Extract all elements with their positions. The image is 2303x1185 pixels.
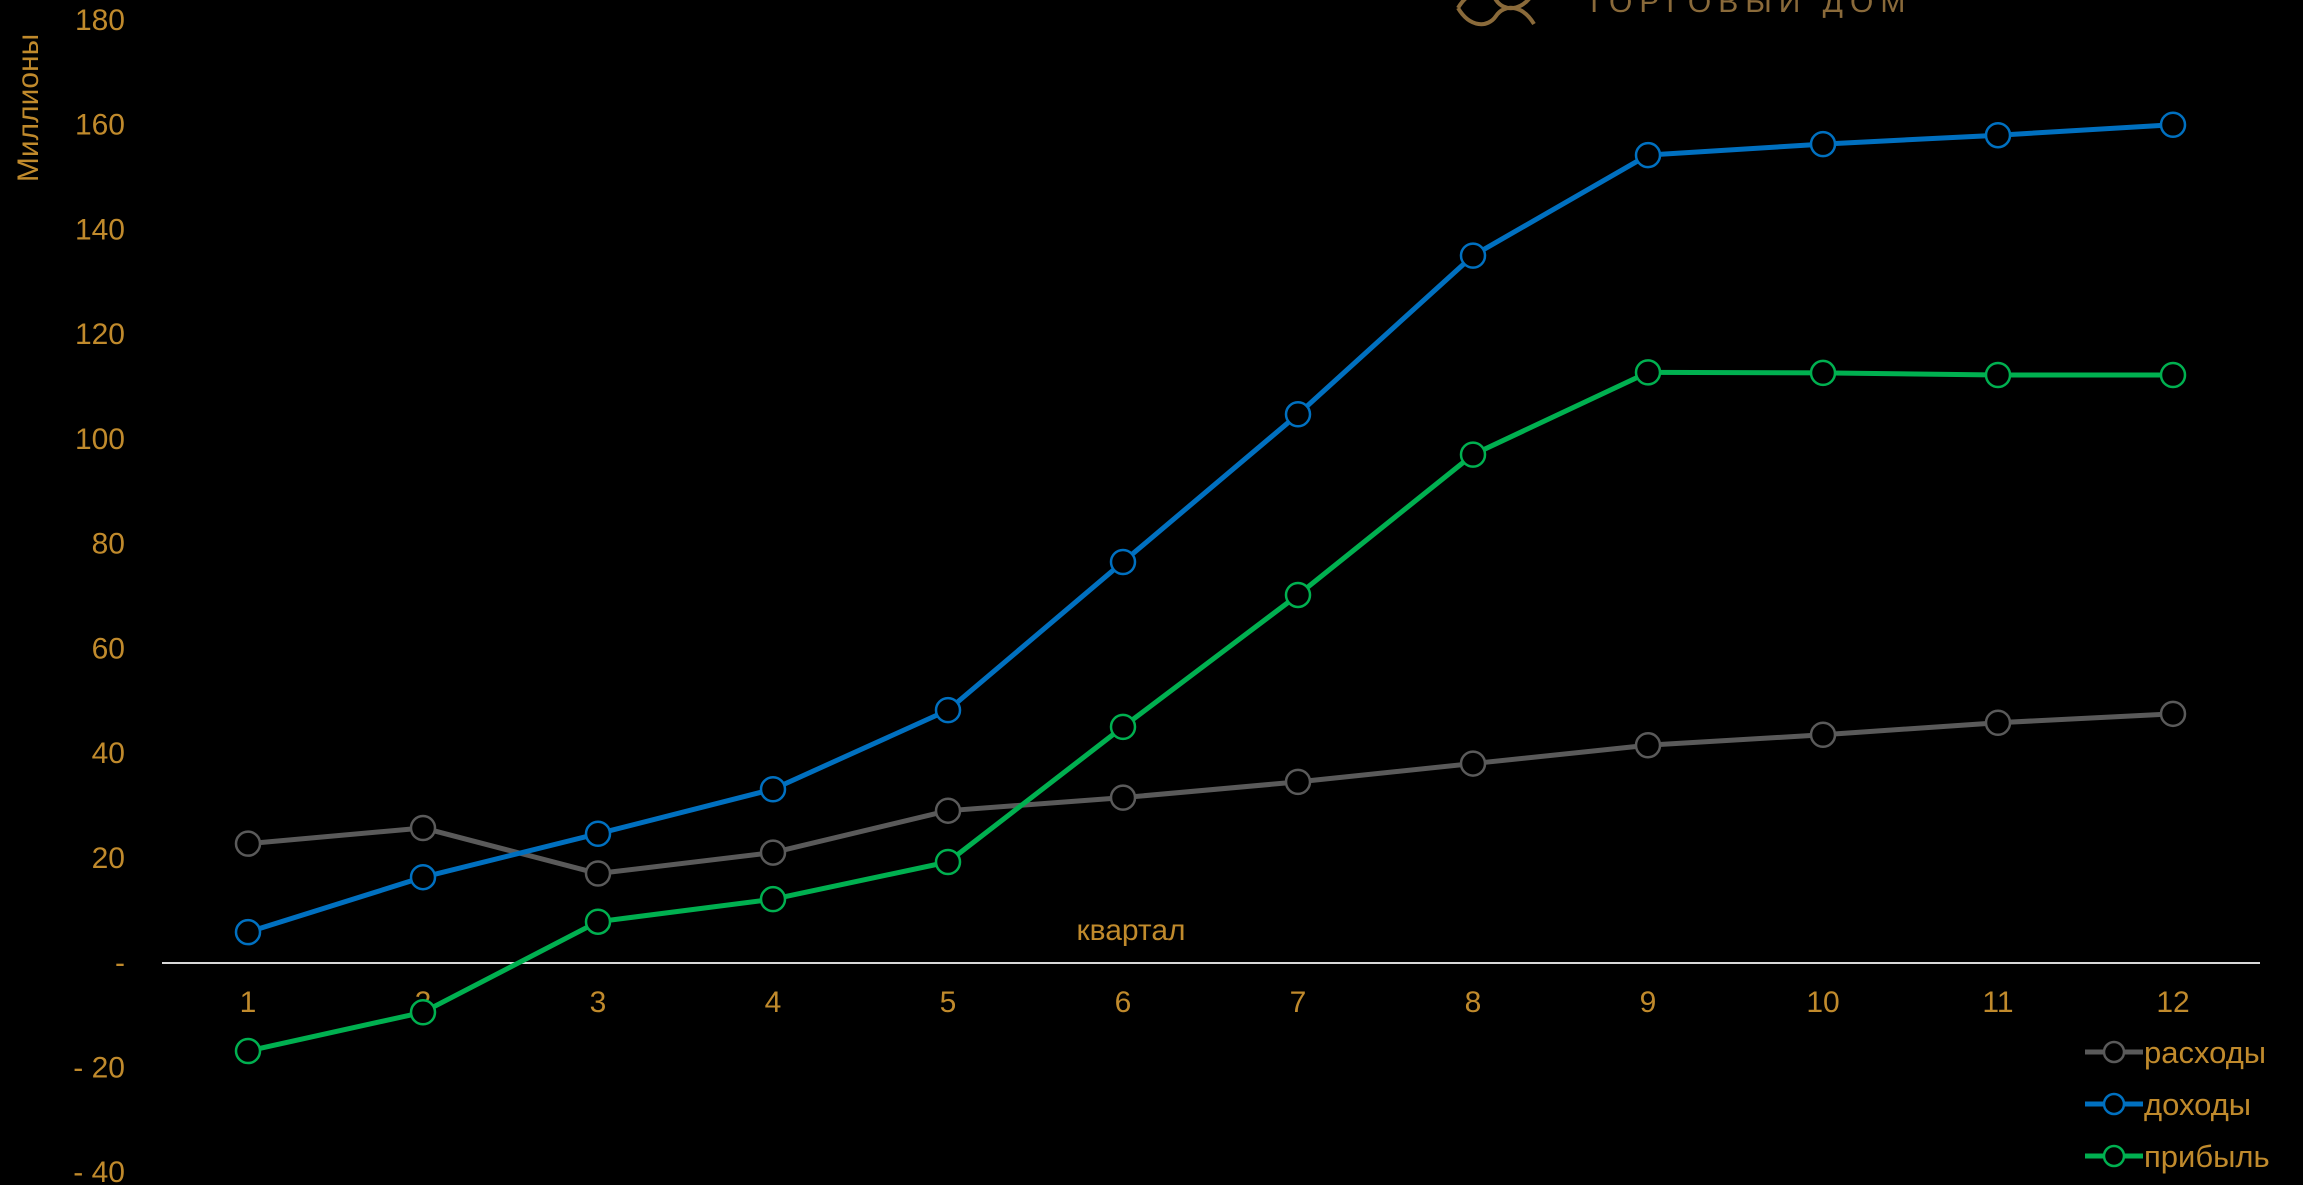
data-point [234,918,262,946]
data-point [409,814,437,842]
data-point [1984,709,2012,736]
data-point [1809,130,1837,158]
x-tick-label: 6 [1115,986,1132,1019]
data-point [409,999,437,1026]
data-point [934,696,962,724]
data-point [1634,359,1662,386]
legend-marker [2102,1092,2126,1116]
data-point [934,848,962,876]
data-point [1284,768,1312,796]
data-point [1809,359,1837,387]
data-point [584,908,612,935]
x-tick-labels: 123456789101112 [240,986,2190,1019]
data-point [584,860,612,887]
legend-marker [2102,1040,2126,1064]
x-tick-label: 3 [590,986,607,1019]
data-point [1109,784,1137,811]
data-point [1984,121,2012,149]
x-tick-label: 1 [240,986,257,1019]
data-point [584,820,612,847]
series-line [245,122,2176,935]
x-tick-label: 5 [940,986,957,1019]
data-point [2159,111,2187,138]
infinity-logo-icon [1456,0,1536,27]
y-tick-label: - [115,947,125,980]
series-layer [234,111,2187,1065]
data-point [934,797,962,824]
series-line [245,369,2176,1054]
data-point [1284,401,1312,428]
legend-label: расходы [2144,1035,2266,1070]
legend-item: доходы [2085,1087,2251,1122]
company-logo: ТОРГОВЫЙ ДОМ [1456,0,1912,27]
legend-label: доходы [2144,1087,2251,1122]
x-tick-label: 11 [1982,986,2013,1019]
data-point [759,839,787,866]
chart-legend: расходы доходы прибыль [2085,1035,2270,1174]
y-tick-label: 40 [92,737,125,770]
y-tick-label: 20 [92,842,125,875]
series-2 [234,111,2187,946]
y-tick-label: 160 [75,109,125,142]
y-tick-label: - 40 [73,1156,125,1185]
y-tick-label: 100 [75,423,125,456]
x-tick-label: 7 [1290,986,1307,1019]
logo-text: ТОРГОВЫЙ ДОМ [1585,0,1912,19]
y-tick-label: 80 [92,528,125,561]
data-point [1634,141,1662,169]
data-point [1459,441,1487,468]
legend-item: прибыль [2085,1139,2270,1174]
data-point [759,885,787,913]
x-tick-label: 4 [765,986,782,1019]
y-tick-label: 140 [75,213,125,246]
x-axis-title: квартал [1076,914,1185,947]
x-tick-label: 12 [2156,986,2189,1019]
x-tick-label: 8 [1465,986,1482,1019]
data-point [1634,731,1662,759]
series-3 [234,359,2187,1065]
data-point [1459,750,1487,777]
data-point [234,1037,262,1065]
data-point [1109,713,1137,741]
legend-label: прибыль [2144,1139,2270,1174]
y-tick-label: - 20 [73,1051,125,1084]
y-axis-title: Миллионы [12,34,45,182]
data-point [1984,361,2012,389]
y-tick-labels: 180 160 140 120 100 80 60 40 20 - - 20 - 40 [73,4,125,1185]
data-point [1809,721,1837,749]
data-point [409,863,437,891]
y-tick-label: 120 [75,318,125,351]
legend-item: расходы [2085,1035,2266,1070]
data-point [1284,581,1312,609]
data-point [234,830,262,857]
x-tick-label: 10 [1806,986,1839,1019]
series-1 [234,700,2187,887]
y-tick-label: 60 [92,632,125,665]
y-tick-label: 180 [75,4,125,37]
data-point [2159,700,2187,728]
data-point [1109,548,1137,576]
data-point [1459,242,1487,269]
data-point [759,775,787,803]
data-point [2159,361,2187,389]
x-tick-label: 9 [1640,986,1657,1019]
series-line [245,711,2176,877]
legend-marker [2102,1144,2126,1168]
